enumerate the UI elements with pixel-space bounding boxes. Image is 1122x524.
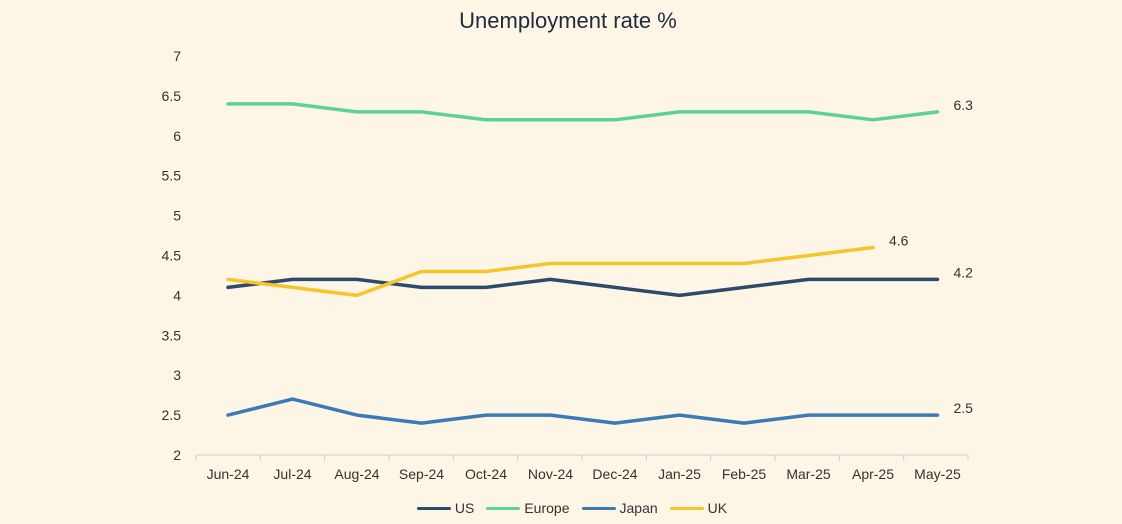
y-tick-label: 6: [173, 128, 181, 144]
x-tick-label: Jun-24: [207, 466, 250, 482]
x-tick-label: Oct-24: [465, 466, 507, 482]
y-tick-label: 2.5: [162, 407, 182, 423]
data-label-uk: 4.6: [889, 233, 909, 249]
series-line-japan: [226, 397, 940, 425]
legend-swatch-japan: [581, 506, 616, 510]
series-line-europe: [226, 102, 940, 122]
data-label-europe: 6.3: [954, 97, 974, 113]
y-tick-label: 4: [173, 287, 181, 303]
legend-item-europe: Europe: [486, 500, 570, 516]
chart-legend: US Europe Japan UK: [0, 500, 1122, 516]
x-tick-label: Jul-24: [273, 466, 311, 482]
x-tick-label: Mar-25: [786, 466, 831, 482]
x-tick-label: Feb-25: [722, 466, 767, 482]
legend-item-uk: UK: [669, 500, 728, 516]
series-line-uk: [226, 245, 875, 298]
y-tick-label: 5.5: [162, 168, 182, 184]
legend-item-us: US: [416, 500, 475, 516]
x-tick-label: Nov-24: [528, 466, 573, 482]
legend-label-uk: UK: [707, 500, 728, 516]
legend-label-us: US: [454, 500, 475, 516]
x-tick-label: Apr-25: [852, 466, 894, 482]
legend-swatch-us: [416, 506, 451, 510]
y-tick-label: 5: [173, 208, 181, 224]
legend-label-europe: Europe: [524, 500, 570, 516]
series-line-us: [226, 277, 940, 298]
y-tick-label: 6.5: [162, 88, 182, 104]
legend-label-japan: Japan: [619, 500, 658, 516]
legend-swatch-uk: [669, 506, 704, 510]
x-tick-label: Dec-24: [592, 466, 637, 482]
data-label-japan: 2.5: [954, 400, 974, 416]
x-tick-label: Jan-25: [658, 466, 701, 482]
y-tick-label: 3.5: [162, 327, 182, 343]
legend-item-japan: Japan: [581, 500, 658, 516]
x-tick-label: Aug-24: [334, 466, 379, 482]
y-tick-label: 4.5: [162, 248, 182, 264]
y-tick-label: 7: [173, 48, 181, 64]
chart-title: Unemployment rate %: [459, 8, 677, 33]
y-tick-label: 3: [173, 367, 181, 383]
x-tick-label: May-25: [914, 466, 961, 482]
x-tick-label: Sep-24: [399, 466, 444, 482]
legend-swatch-europe: [486, 506, 521, 510]
y-tick-label: 2: [173, 447, 181, 463]
data-label-us: 4.2: [954, 264, 974, 280]
